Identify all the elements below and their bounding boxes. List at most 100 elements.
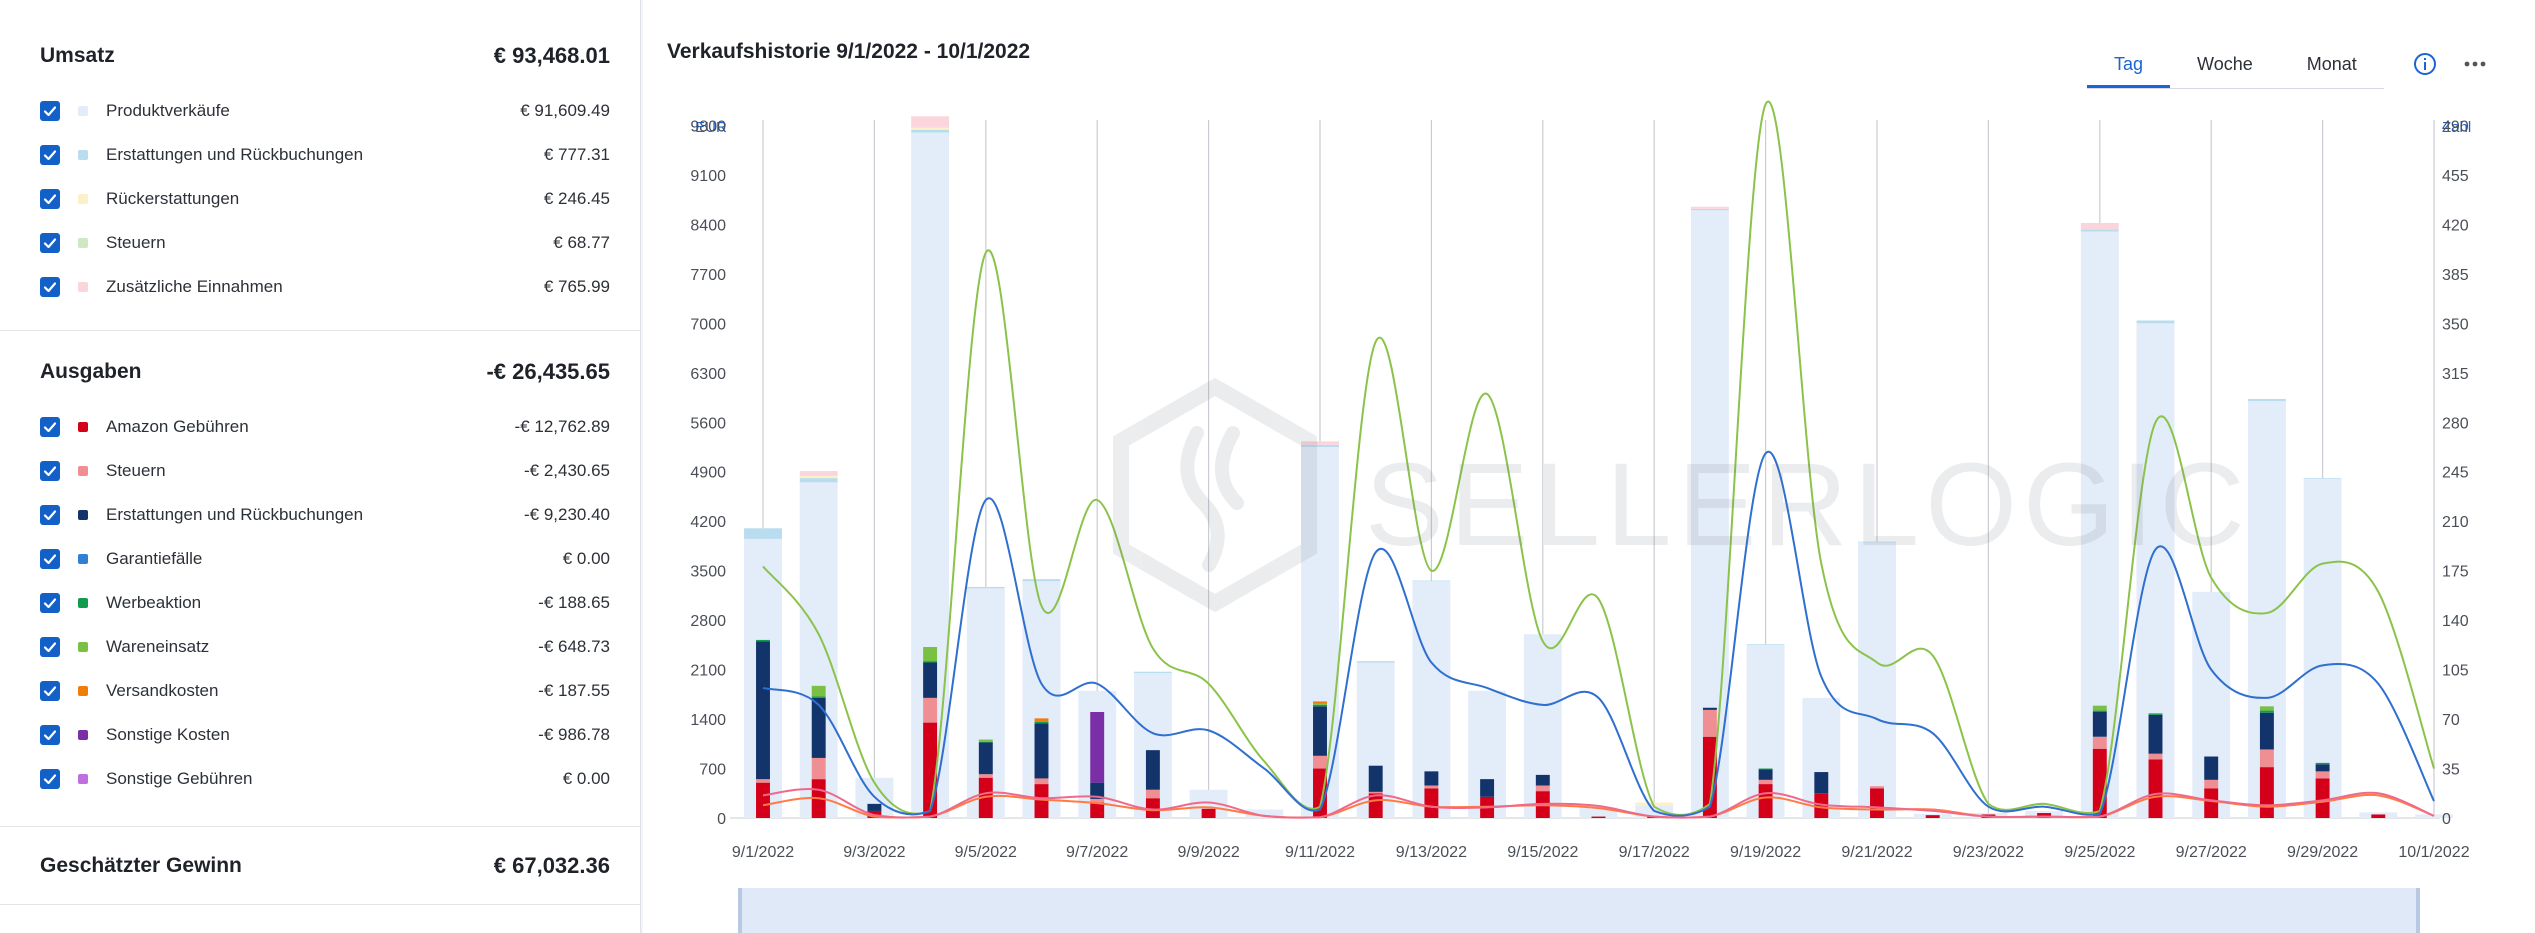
checkbox[interactable] [40,233,60,253]
tab-week[interactable]: Woche [2197,54,2253,74]
expense-bar [756,639,770,642]
revenue-row[interactable]: Produktverkäufe € 91,609.49 [40,96,610,126]
expense-bar [811,696,826,698]
expense-row[interactable]: Werbeaktion -€ 188.65 [40,588,610,618]
expense-bar [1313,703,1327,705]
expense-bar [2315,762,2330,765]
legend-swatch [78,598,88,608]
checkbox[interactable] [40,725,60,745]
expense-bar [1090,802,1105,818]
expense-bar [1034,784,1049,818]
expense-bar [811,697,826,758]
revenue-bar [1301,444,1339,447]
legend-swatch [78,730,88,740]
legend-swatch [78,422,88,432]
expense-bar [978,742,993,775]
y-tick-label: 6300 [690,366,726,383]
check-icon [43,686,57,697]
expenses-total: -€ 26,435.65 [486,359,610,384]
x-tick-label: 9/13/2022 [1396,844,1467,861]
revenue-row[interactable]: Steuern € 68.77 [40,228,610,258]
expense-row[interactable]: Versandkosten -€ 187.55 [40,676,610,706]
expense-row[interactable]: Erstattungen und Rückbuchungen -€ 9,230.4… [40,500,610,530]
row-label: Steuern [106,461,166,480]
x-tick-label: 9/11/2022 [1285,844,1355,861]
info-icon[interactable] [2413,52,2437,76]
y2-tick-label: 420 [2442,217,2469,234]
legend-swatch [78,686,88,696]
expense-bar [1424,788,1439,818]
series-line [762,100,2435,816]
checkbox[interactable] [40,505,60,525]
x-tick-label: 9/5/2022 [955,844,1017,861]
revenue-bar [966,586,1005,589]
revenue-bar [2080,229,2119,232]
revenue-row[interactable]: Erstattungen und Rückbuchungen € 777.31 [40,140,610,170]
checkbox[interactable] [40,681,60,701]
expense-row[interactable]: Sonstige Gebühren € 0.00 [40,764,610,794]
revenue-bar [799,475,838,479]
expense-bar [2037,813,2052,818]
revenue-bar [799,475,838,476]
expense-bar [1034,723,1049,779]
y2-tick-label: 490 [2442,118,2469,135]
y-tick-label: 7000 [690,316,726,333]
checkbox[interactable] [40,277,60,297]
expense-bar [1313,704,1327,707]
expense-bar [1424,785,1439,789]
expense-row[interactable]: Amazon Gebühren -€ 12,762.89 [40,412,610,442]
expense-bar [2315,764,2330,772]
revenue-bar [2247,398,2286,402]
checkbox[interactable] [40,549,60,569]
expense-bar [1480,779,1495,797]
expenses-header: Ausgaben -€ 26,435.65 [40,352,610,392]
checkbox[interactable] [40,593,60,613]
checkbox[interactable] [40,189,60,209]
checkbox[interactable] [40,769,60,789]
expense-bar [1145,798,1160,818]
y2-tick-label: 175 [2442,564,2469,581]
range-scrollbar[interactable] [738,888,2420,933]
checkbox[interactable] [40,417,60,437]
expense-bar [2371,814,2386,818]
divider [0,904,640,905]
expense-bar [1758,769,1773,780]
y-tick-label: 1400 [690,712,726,729]
expense-bar [1313,755,1327,769]
expense-bar [811,757,826,780]
expense-bar [1535,785,1550,792]
expense-bar [2315,771,2330,779]
expense-row[interactable]: Garantiefälle € 0.00 [40,544,610,574]
legend-swatch [78,774,88,784]
profit-total: € 67,032.36 [493,853,610,878]
revenue-bar [1635,802,1674,806]
expense-row[interactable]: Steuern -€ 2,430.65 [40,456,610,486]
tab-day[interactable]: Tag [2087,50,2171,88]
expense-bar [2092,710,2107,712]
expense-bar [923,722,938,818]
more-options-icon[interactable] [2461,52,2489,76]
expense-row[interactable]: Wareneinsatz -€ 648.73 [40,632,610,662]
y2-tick-label: 0 [2442,811,2451,828]
expense-bar [2148,759,2163,818]
revenue-row[interactable]: Rückerstattungen € 246.45 [40,184,610,214]
check-icon [43,642,57,653]
checkbox[interactable] [40,637,60,657]
expense-row[interactable]: Sonstige Kosten -€ 986.78 [40,720,610,750]
expense-bar [2092,705,2107,711]
checkbox[interactable] [40,101,60,121]
check-icon [43,554,57,565]
y2-tick-label: 105 [2442,663,2469,680]
expense-bar [2204,756,2219,780]
expense-bar [1702,709,1717,737]
y2-tick-label: 350 [2442,316,2469,333]
checkbox[interactable] [40,461,60,481]
profit-title: Geschätzter Gewinn [40,854,242,877]
row-value: € 68.77 [553,233,610,252]
row-value: -€ 986.78 [538,725,610,744]
checkbox[interactable] [40,145,60,165]
revenue-row[interactable]: Zusätzliche Einnahmen € 765.99 [40,272,610,302]
tab-month[interactable]: Monat [2306,54,2357,74]
expense-bar [1368,791,1383,794]
